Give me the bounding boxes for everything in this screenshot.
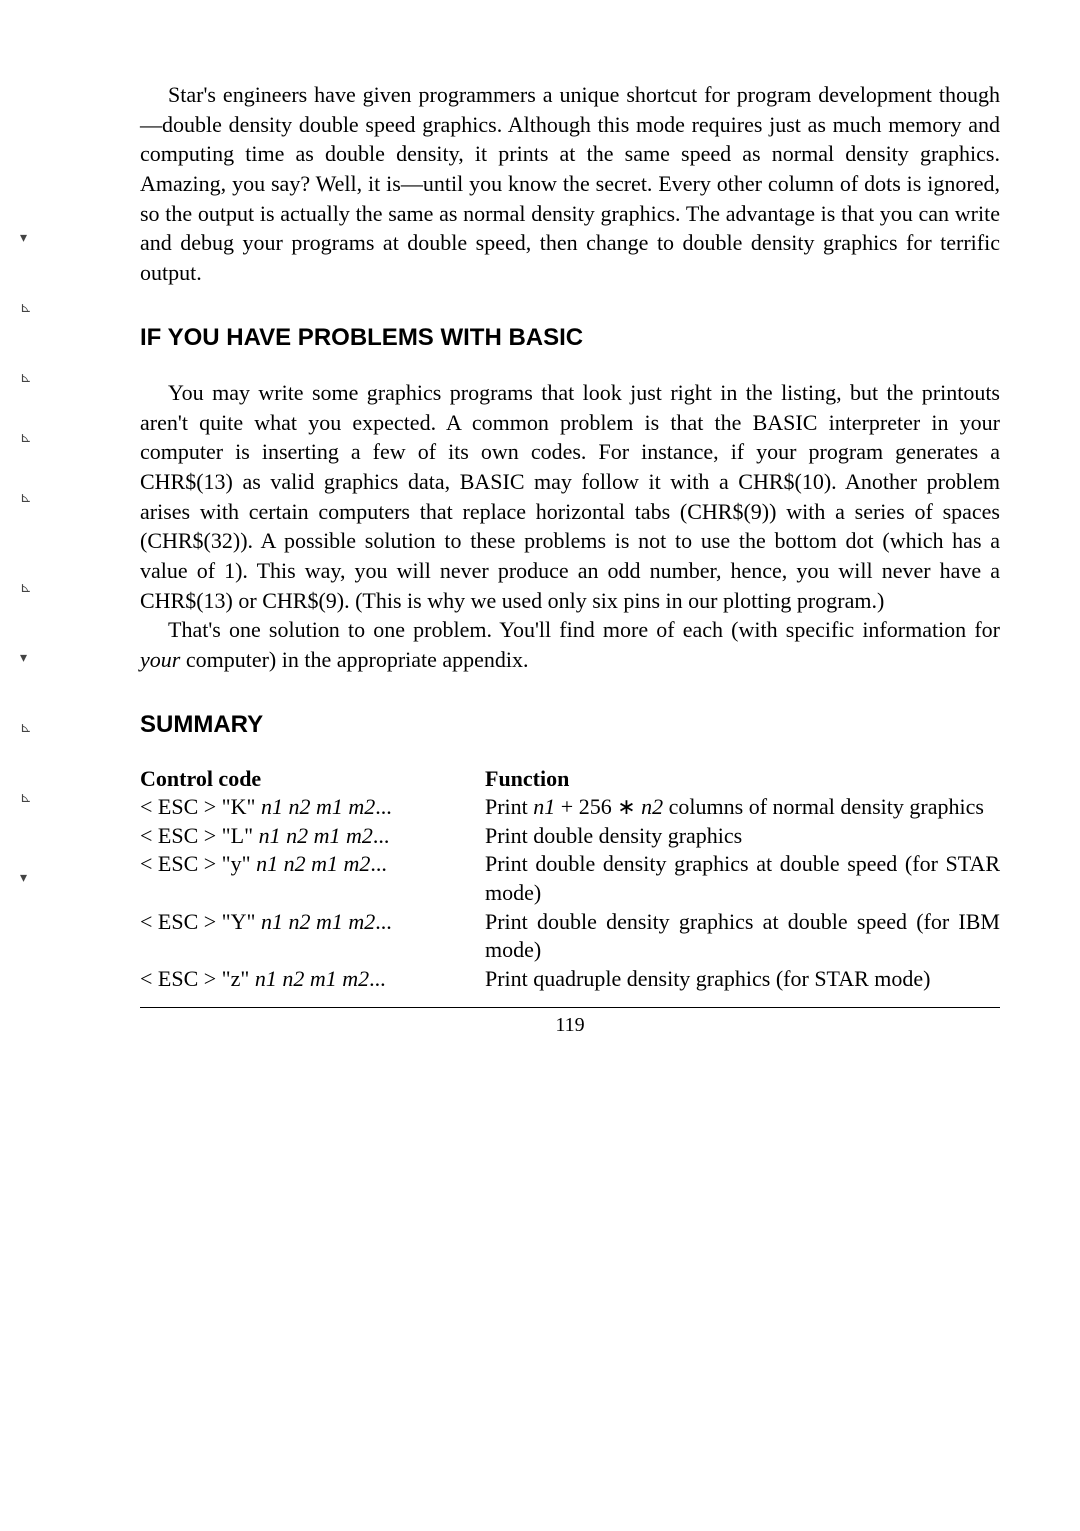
cell-code: < ESC > "Y" n1 n2 m1 m2... <box>140 908 485 965</box>
cell-function: Print double density graphics at double … <box>485 850 1000 907</box>
code-pre: < ESC > "L" <box>140 823 259 848</box>
margin-tick: ▾ <box>20 650 27 667</box>
func-pre: Print <box>485 794 533 819</box>
table-row: < ESC > "z" n1 n2 m1 m2... Print quadrup… <box>140 965 1000 994</box>
cell-code: < ESC > "K" n1 n2 m1 m2... <box>140 793 485 822</box>
cell-code: < ESC > "L" n1 n2 m1 m2... <box>140 822 485 851</box>
code-args: n1 n2 m1 m2 <box>255 966 369 991</box>
table-row: < ESC > "K" n1 n2 m1 m2... Print n1 + 25… <box>140 793 1000 822</box>
cell-code: < ESC > "z" n1 n2 m1 m2... <box>140 965 485 994</box>
code-args: n1 n2 m1 m2 <box>261 794 375 819</box>
code-args: n1 n2 m1 m2 <box>259 823 373 848</box>
func-i1: n1 <box>533 794 555 819</box>
paragraph-problems-1: You may write some graphics programs tha… <box>140 378 1000 616</box>
code-pre: < ESC > "K" <box>140 794 261 819</box>
cell-function: Print quadruple density graphics (for ST… <box>485 965 1000 994</box>
code-post: ... <box>375 794 392 819</box>
code-pre: < ESC > "z" <box>140 966 255 991</box>
margin-marks: ▾ ⊾ ⊾ ⊾ ⊾ ⊾ ▾ ⊾ ⊾ ▾ <box>12 0 42 1531</box>
code-post: ... <box>375 909 392 934</box>
page-number: 119 <box>555 1014 584 1036</box>
summary-table: Control code Function < ESC > "K" n1 n2 … <box>140 765 1000 994</box>
func-post: columns of normal density graphics <box>663 794 984 819</box>
func-i2: n2 <box>641 794 663 819</box>
code-pre: < ESC > "y" <box>140 851 256 876</box>
cell-code: < ESC > "y" n1 n2 m1 m2... <box>140 850 485 907</box>
italic-your: your <box>140 647 180 672</box>
margin-tick: ▾ <box>20 870 27 887</box>
code-pre: < ESC > "Y" <box>140 909 261 934</box>
code-args: n1 n2 m1 m2 <box>256 851 370 876</box>
code-post: ... <box>369 966 386 991</box>
code-post: ... <box>370 851 387 876</box>
paragraph-problems-2: That's one solution to one problem. You'… <box>140 615 1000 674</box>
cell-function: Print double density graphics at double … <box>485 908 1000 965</box>
margin-tick: ▾ <box>20 230 27 247</box>
margin-tick: ⊾ <box>20 720 32 737</box>
paragraph-intro: Star's engineers have given programmers … <box>140 80 1000 288</box>
margin-tick: ⊾ <box>20 490 32 507</box>
page-footer: 119 <box>140 1007 1000 1037</box>
table-row: < ESC > "L" n1 n2 m1 m2... Print double … <box>140 822 1000 851</box>
code-post: ... <box>373 823 390 848</box>
table-row: < ESC > "Y" n1 n2 m1 m2... Print double … <box>140 908 1000 965</box>
code-args: n1 n2 m1 m2 <box>261 909 375 934</box>
margin-tick: ⊾ <box>20 430 32 447</box>
header-function: Function <box>485 765 1000 794</box>
heading-summary: SUMMARY <box>140 711 1000 739</box>
func-mid: + 256 ∗ <box>555 794 641 819</box>
cell-function: Print n1 + 256 ∗ n2 columns of normal de… <box>485 793 1000 822</box>
text-fragment: computer) in the appropriate appendix. <box>180 647 528 672</box>
margin-tick: ⊾ <box>20 580 32 597</box>
heading-problems: IF YOU HAVE PROBLEMS WITH BASIC <box>140 324 1000 352</box>
text-fragment: That's one solution to one problem. You'… <box>168 617 1000 642</box>
header-control-code: Control code <box>140 765 485 794</box>
cell-function: Print double density graphics <box>485 822 1000 851</box>
table-row: < ESC > "y" n1 n2 m1 m2... Print double … <box>140 850 1000 907</box>
summary-header-row: Control code Function <box>140 765 1000 794</box>
margin-tick: ⊾ <box>20 300 32 317</box>
margin-tick: ⊾ <box>20 790 32 807</box>
margin-tick: ⊾ <box>20 370 32 387</box>
